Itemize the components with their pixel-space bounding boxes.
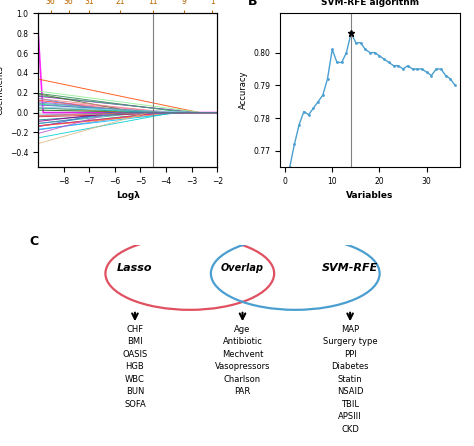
Text: Overlap: Overlap	[221, 263, 264, 273]
Text: BMI: BMI	[127, 337, 143, 346]
Text: MAP: MAP	[341, 325, 359, 334]
Text: Age: Age	[234, 325, 251, 334]
Text: Diabetes: Diabetes	[331, 362, 369, 371]
Text: APSIII: APSIII	[338, 412, 362, 421]
Text: Charlson: Charlson	[224, 375, 261, 384]
Text: B: B	[248, 0, 257, 8]
Text: Surgery type: Surgery type	[323, 337, 377, 346]
Text: BUN: BUN	[126, 387, 144, 396]
Text: HGB: HGB	[126, 362, 144, 371]
Text: WBC: WBC	[125, 375, 145, 384]
Text: Antibiotic: Antibiotic	[223, 337, 263, 346]
Text: C: C	[29, 235, 38, 248]
Text: CKD: CKD	[341, 425, 359, 434]
X-axis label: Variables: Variables	[346, 191, 394, 200]
Text: PPI: PPI	[344, 350, 356, 359]
Text: CHF: CHF	[127, 325, 144, 334]
Text: Mechvent: Mechvent	[222, 350, 263, 359]
Text: SOFA: SOFA	[124, 400, 146, 409]
Y-axis label: Accuracy: Accuracy	[239, 71, 248, 109]
X-axis label: Logλ: Logλ	[116, 191, 140, 200]
Text: PAR: PAR	[235, 387, 251, 396]
Y-axis label: Coefficients: Coefficients	[0, 65, 4, 115]
Text: Vasopressors: Vasopressors	[215, 362, 270, 371]
Text: OASIS: OASIS	[122, 350, 147, 359]
Text: Statin: Statin	[338, 375, 363, 384]
Text: SVM-RFE: SVM-RFE	[322, 263, 378, 273]
Title: SVM-RFE algorithm: SVM-RFE algorithm	[321, 0, 419, 7]
Text: TBIL: TBIL	[341, 400, 359, 409]
Text: Lasso: Lasso	[117, 263, 153, 273]
Text: NSAID: NSAID	[337, 387, 364, 396]
